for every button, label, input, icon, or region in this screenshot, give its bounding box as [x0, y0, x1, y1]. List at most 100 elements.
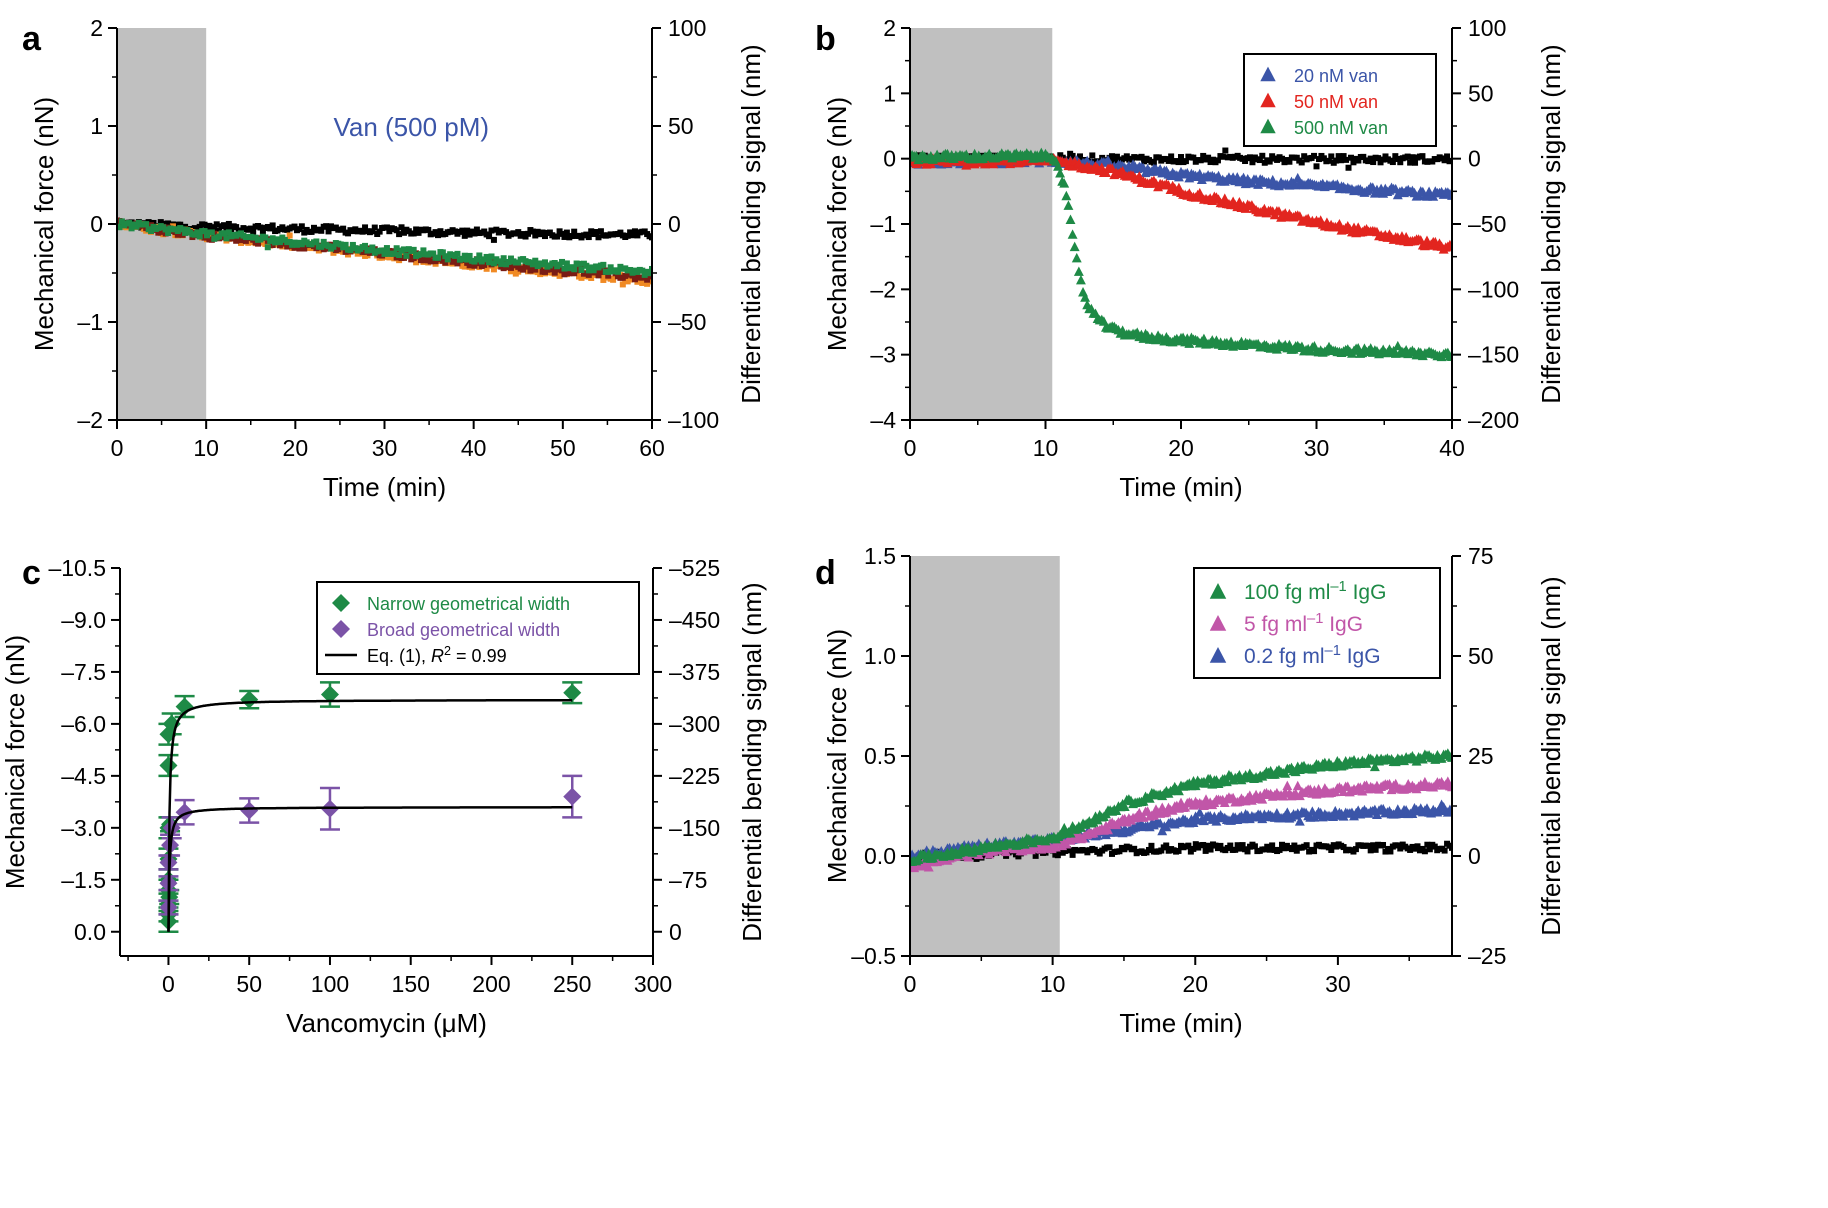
- data-point: [1328, 846, 1335, 853]
- data-point: [159, 756, 178, 775]
- data-point: [1426, 846, 1433, 853]
- data-point: [568, 233, 575, 240]
- y2-tick-label: 50: [1468, 80, 1494, 106]
- data-point: [471, 262, 478, 269]
- data-point: [225, 229, 232, 236]
- data-point: [1444, 153, 1451, 160]
- data-point: [590, 267, 597, 274]
- annotation: Van (500 pM): [333, 112, 489, 142]
- x-tick-label: 100: [311, 971, 349, 997]
- data-point: [371, 224, 378, 231]
- legend-marker: [1260, 92, 1276, 108]
- data-point: [208, 229, 215, 236]
- x-axis-title: Time (min): [1119, 472, 1242, 502]
- data-point: [1214, 157, 1221, 164]
- data-point: [559, 258, 566, 265]
- legend-label: Narrow geometrical width: [367, 594, 570, 614]
- data-point: [454, 250, 461, 257]
- y2-tick-label: –100: [1468, 276, 1519, 302]
- data-point: [1053, 161, 1063, 171]
- data-point: [1059, 178, 1070, 188]
- data-point: [1065, 214, 1076, 224]
- data-point: [563, 787, 582, 806]
- data-point: [427, 258, 434, 265]
- x-tick-label: 20: [1168, 435, 1194, 461]
- data-point: [1380, 841, 1387, 848]
- data-point: [369, 244, 376, 251]
- legend-marker: [1260, 118, 1276, 134]
- legend-box: [1193, 567, 1441, 679]
- data-point: [264, 244, 271, 251]
- data-point: [1441, 847, 1448, 854]
- data-point: [221, 222, 227, 229]
- data-point: [1367, 847, 1374, 854]
- y-tick-label: 0: [90, 211, 103, 237]
- data-point: [923, 862, 934, 872]
- data-point: [240, 690, 259, 709]
- panel-letter: b: [815, 20, 836, 58]
- data-point: [556, 272, 563, 279]
- data-point: [624, 232, 631, 239]
- data-point: [1340, 844, 1347, 851]
- data-point: [1067, 229, 1078, 239]
- data-point: [461, 232, 468, 239]
- data-point: [1328, 153, 1335, 160]
- data-point: [1205, 842, 1212, 849]
- y2-axis-title: Differential bending signal (nm): [1536, 576, 1566, 935]
- data-point: [179, 226, 186, 233]
- series-broad-geometrical-width: [158, 774, 583, 917]
- y2-tick-label: 75: [1468, 543, 1494, 569]
- x-tick-label: 50: [550, 435, 576, 461]
- data-point: [1361, 758, 1372, 768]
- data-point: [1412, 159, 1419, 166]
- data-point: [1370, 842, 1377, 849]
- data-point: [488, 227, 495, 234]
- data-point: [473, 226, 480, 233]
- data-point: [1123, 153, 1130, 160]
- data-point: [1291, 842, 1298, 849]
- data-point: [272, 239, 279, 246]
- data-point: [318, 227, 325, 234]
- data-point: [1076, 153, 1083, 160]
- data-point: [1345, 164, 1352, 171]
- x-tick-label: 20: [283, 435, 309, 461]
- data-point: [1080, 292, 1091, 302]
- data-point: [223, 235, 230, 242]
- y2-axis-title: Differential bending signal (nm): [737, 582, 767, 941]
- data-point: [646, 270, 652, 277]
- x-tick-label: 250: [553, 971, 591, 997]
- data-point: [143, 221, 150, 228]
- data-point: [639, 267, 646, 274]
- data-point: [476, 252, 483, 259]
- data-point: [1279, 841, 1286, 848]
- data-point: [561, 233, 568, 240]
- data-point: [128, 225, 135, 232]
- data-point: [391, 250, 398, 257]
- data-point: [1190, 154, 1197, 161]
- data-point: [1055, 168, 1066, 178]
- data-point: [1089, 152, 1096, 159]
- data-point: [369, 228, 376, 235]
- data-point: [362, 242, 369, 249]
- data-point: [464, 227, 471, 234]
- y2-tick-label: –375: [669, 659, 720, 685]
- data-point: [400, 229, 407, 236]
- data-point: [634, 232, 641, 239]
- data-point: [1434, 804, 1445, 815]
- data-point: [529, 228, 536, 235]
- data-point: [1071, 252, 1082, 263]
- data-point: [1335, 153, 1342, 160]
- data-point: [410, 246, 417, 253]
- y2-tick-label: 25: [1468, 743, 1494, 769]
- data-point: [1145, 846, 1152, 853]
- data-point: [1375, 155, 1382, 162]
- data-point: [561, 265, 568, 272]
- data-point: [398, 224, 405, 231]
- y-tick-label: 2: [883, 15, 896, 41]
- series-green: [117, 218, 652, 278]
- data-point: [1257, 794, 1268, 804]
- x-tick-label: 300: [634, 971, 672, 997]
- series-500-nm-van: [910, 147, 1452, 362]
- data-point: [201, 228, 208, 235]
- x-tick-label: 0: [904, 971, 917, 997]
